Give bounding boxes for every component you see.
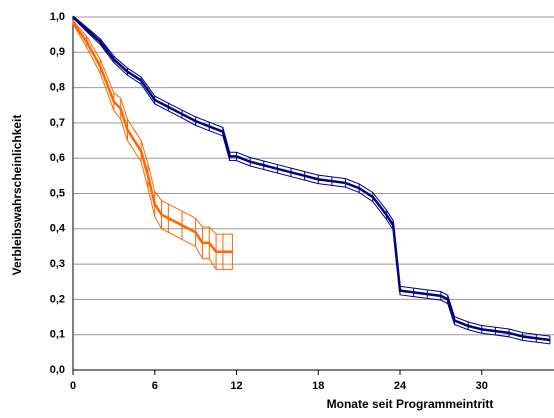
y-tick-label: 0,7 — [50, 117, 65, 129]
y-tick-label: 0,2 — [50, 293, 65, 305]
y-tick-label: 0,9 — [50, 46, 65, 58]
x-axis-label: Monate seit Programmeintritt — [327, 397, 494, 411]
x-tick-label: 12 — [230, 380, 242, 392]
x-tick-label: 24 — [394, 380, 407, 392]
y-tick-label: 0,3 — [50, 258, 65, 270]
y-tick-label: 0,1 — [50, 329, 65, 341]
y-tick-label: 0,4 — [50, 223, 66, 235]
y-axis-label: Verbleibswahrscheinlichkeit — [10, 115, 24, 276]
x-tick-label: 0 — [70, 380, 76, 392]
band-upper — [72, 20, 233, 235]
y-tick-label: 0,5 — [50, 187, 65, 199]
band-lower — [72, 23, 233, 270]
x-tick-label: 30 — [476, 380, 488, 392]
series-line — [72, 16, 551, 342]
y-tick-label: 0,0 — [50, 364, 65, 376]
band-lower — [72, 17, 550, 345]
y-tick-label: 0,8 — [50, 82, 65, 94]
x-tick-label: 6 — [152, 380, 158, 392]
series-line — [71, 21, 233, 253]
y-tick-label: 1,0 — [50, 11, 65, 23]
y-tick-label: 0,6 — [50, 152, 65, 164]
x-tick-label: 18 — [312, 380, 324, 392]
